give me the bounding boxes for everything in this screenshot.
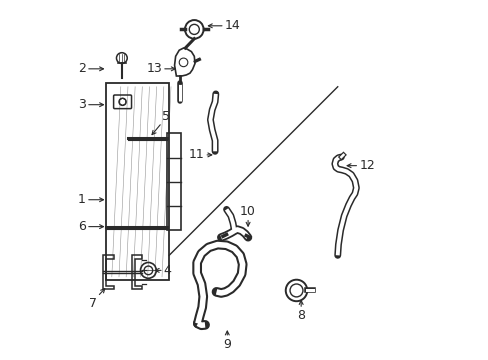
Bar xyxy=(167,134,181,230)
Text: 9: 9 xyxy=(223,338,231,351)
Text: 8: 8 xyxy=(297,309,305,322)
Bar xyxy=(106,83,169,280)
Text: 7: 7 xyxy=(89,297,97,310)
Text: 6: 6 xyxy=(78,220,86,233)
Text: 4: 4 xyxy=(163,264,171,277)
Text: 12: 12 xyxy=(359,159,374,172)
Text: 2: 2 xyxy=(78,62,86,75)
Text: 5: 5 xyxy=(162,110,170,123)
Text: 14: 14 xyxy=(224,19,240,32)
Text: 13: 13 xyxy=(146,62,162,75)
Text: 11: 11 xyxy=(188,148,204,161)
Text: 10: 10 xyxy=(240,204,256,218)
Text: 3: 3 xyxy=(78,98,86,111)
Text: 1: 1 xyxy=(78,193,86,206)
